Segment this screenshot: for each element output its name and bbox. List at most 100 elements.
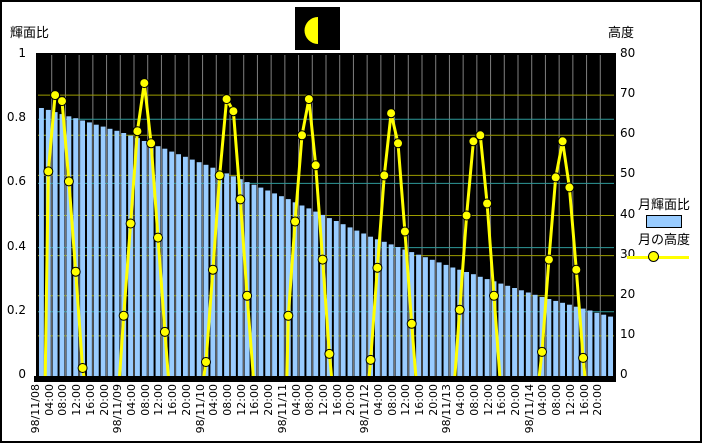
x-axis-tick: 16:00 [166, 384, 180, 416]
illumination-bar [560, 302, 566, 376]
altitude-marker [303, 94, 314, 105]
x-axis-tick: 12:00 [481, 384, 495, 416]
altitude-marker [50, 90, 61, 101]
x-axis-tick: 16:00 [83, 384, 97, 416]
illumination-bar [395, 247, 401, 376]
altitude-marker [578, 352, 589, 363]
illumination-bar [491, 281, 497, 376]
altitude-marker [489, 290, 499, 301]
altitude-marker [43, 166, 54, 177]
illumination-bar [182, 156, 188, 376]
illumination-bar [313, 211, 319, 376]
x-axis-tick: 04:00 [207, 384, 221, 416]
altitude-marker [557, 136, 568, 147]
altitude-marker [564, 182, 575, 193]
altitude-marker [537, 346, 547, 357]
illumination-bar [484, 279, 490, 376]
x-axis-tick: 98/11/10 [193, 384, 207, 434]
illumination-bar [306, 208, 312, 376]
illumination-bar [436, 262, 442, 376]
illumination-bar [217, 170, 223, 376]
illumination-bar [93, 124, 99, 376]
altitude-marker [57, 96, 67, 107]
x-axis-tick: 08:00 [303, 384, 317, 416]
illumination-bar [162, 148, 168, 376]
x-axis-tick: 08:00 [385, 384, 399, 416]
altitude-marker [242, 290, 253, 301]
x-axis-tick: 12:00 [152, 384, 166, 416]
x-axis-tick: 98/11/11 [275, 384, 289, 434]
x-axis-tick: 08:00 [138, 384, 152, 416]
illumination-bar [429, 259, 435, 376]
altitude-marker [290, 216, 301, 227]
illumination-bar [388, 244, 394, 376]
altitude-marker [125, 218, 136, 229]
illumination-bar [587, 310, 593, 376]
altitude-marker [468, 136, 479, 147]
x-axis-tick: 16:00 [495, 384, 509, 416]
right-axis-tick: 80 [620, 46, 636, 60]
illumination-bar [86, 122, 92, 376]
illumination-bar [553, 300, 559, 376]
illumination-bar [340, 224, 346, 376]
illumination-bar [285, 199, 291, 376]
x-axis-tick: 20:00 [509, 384, 522, 416]
x-axis-tick: 08:00 [56, 384, 70, 416]
x-axis-tick: 16:00 [248, 384, 262, 416]
illumination-bar [354, 230, 360, 376]
x-axis-tick: 98/11/12 [358, 384, 372, 434]
altitude-marker [386, 108, 397, 119]
altitude-marker [159, 326, 170, 337]
plot-area[interactable] [36, 53, 616, 378]
illumination-bar [512, 288, 518, 376]
illumination-bar [422, 257, 428, 376]
illumination-bar [73, 118, 79, 376]
illumination-bar [498, 283, 504, 376]
illumination-bar [546, 299, 552, 376]
illumination-bar [505, 285, 511, 376]
moon-icon [295, 7, 340, 50]
illumination-bar [601, 314, 607, 376]
illumination-bar [518, 290, 524, 376]
x-axis-tick: 12:00 [70, 384, 84, 416]
illumination-bar [100, 126, 106, 376]
illumination-bar [155, 146, 161, 376]
right-axis-tick: 0 [620, 367, 628, 381]
illumination-bar [196, 162, 202, 376]
right-axis-tick: 70 [620, 86, 636, 101]
x-axis-tick: 16:00 [330, 384, 344, 416]
altitude-marker [550, 172, 561, 183]
illumination-bar [416, 254, 422, 376]
x-axis-tick: 12:00 [234, 384, 248, 416]
illumination-bar [374, 239, 380, 376]
x-axis-tick: 20:00 [426, 384, 440, 416]
altitude-marker [461, 210, 472, 221]
illumination-bar [224, 173, 230, 376]
illumination-bar [525, 292, 531, 376]
altitude-marker [139, 78, 150, 89]
illumination-bar [326, 218, 332, 376]
altitude-marker [77, 363, 88, 373]
legend-line-sample [624, 250, 702, 264]
x-axis-tick: 12:00 [563, 384, 577, 416]
legend-marker-icon [648, 251, 659, 262]
x-axis-tick: 08:00 [467, 384, 481, 416]
illumination-bar [532, 294, 538, 376]
altitude-marker [379, 170, 390, 181]
altitude-marker [399, 226, 410, 237]
altitude-marker [118, 310, 129, 321]
illumination-bar [107, 128, 113, 376]
altitude-marker [406, 318, 417, 329]
x-axis-tick: 20:00 [591, 384, 605, 416]
illumination-bar [443, 264, 449, 376]
illumination-bar [38, 108, 44, 376]
illumination-bar [141, 141, 147, 376]
x-axis-tick: 04:00 [42, 384, 56, 416]
altitude-marker [324, 348, 335, 359]
x-axis-tick: 04:00 [289, 384, 303, 416]
altitude-marker [310, 160, 321, 171]
altitude-marker [543, 254, 554, 265]
illumination-bar [80, 120, 86, 376]
illumination-bar [230, 176, 236, 376]
